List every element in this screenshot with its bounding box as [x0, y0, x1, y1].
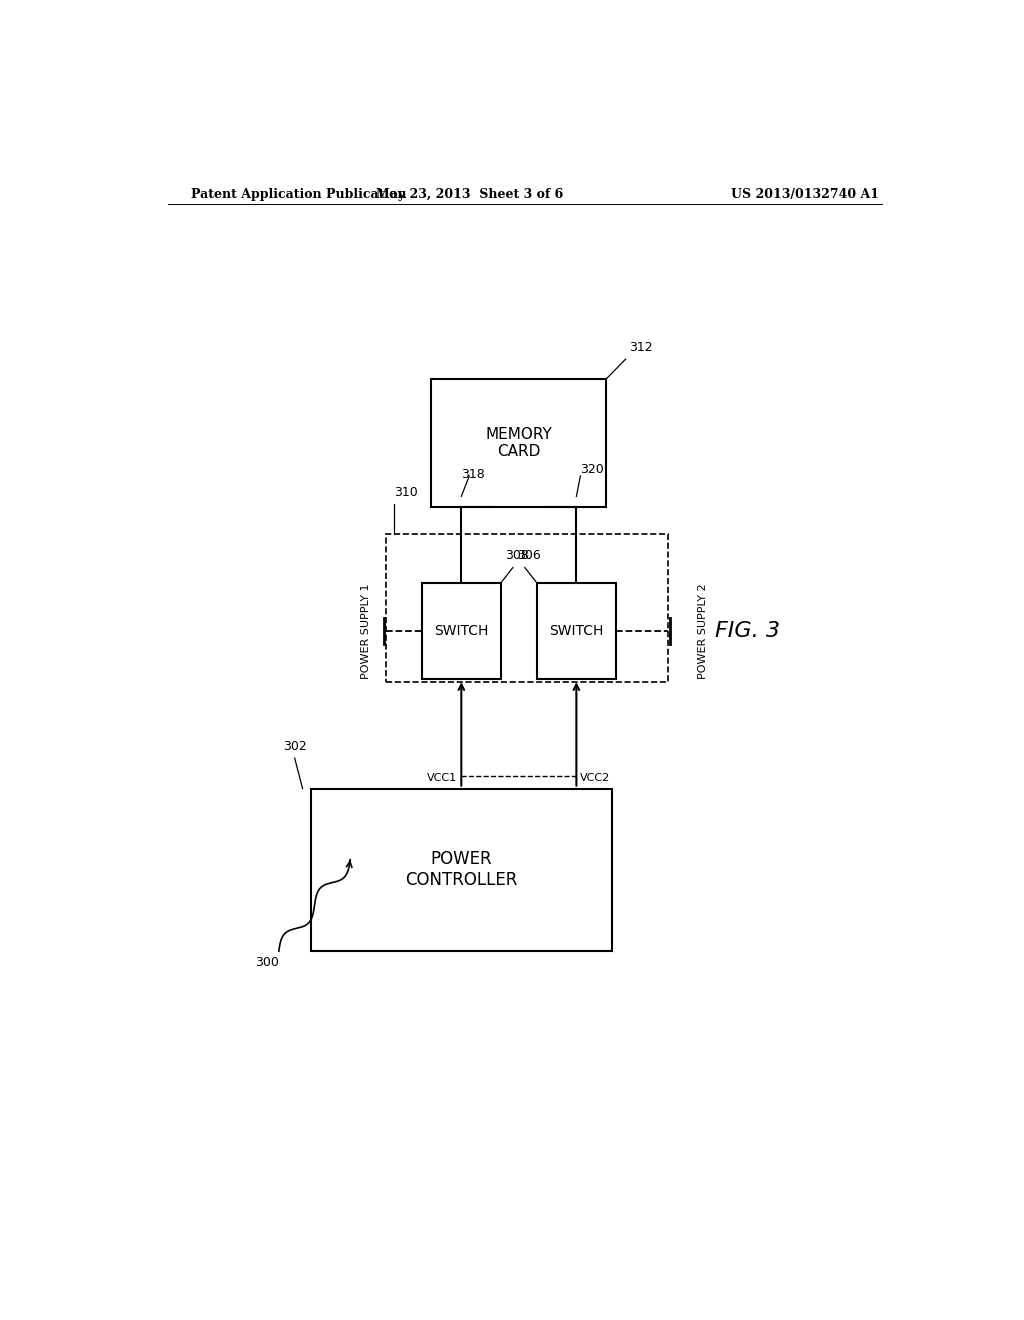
Text: VCC1: VCC1	[427, 774, 458, 784]
Text: VCC2: VCC2	[581, 774, 610, 784]
Text: SWITCH: SWITCH	[549, 624, 603, 638]
Text: POWER SUPPLY 1: POWER SUPPLY 1	[361, 583, 371, 678]
Text: FIG. 3: FIG. 3	[715, 620, 779, 642]
Bar	[310, 788, 612, 952]
Text: POWER SUPPLY 2: POWER SUPPLY 2	[698, 583, 709, 678]
Text: MEMORY
CARD: MEMORY CARD	[485, 426, 552, 459]
Text: May 23, 2013  Sheet 3 of 6: May 23, 2013 Sheet 3 of 6	[376, 189, 563, 202]
Text: SWITCH: SWITCH	[434, 624, 488, 638]
Bar	[431, 379, 606, 507]
Bar	[386, 535, 668, 682]
Text: 320: 320	[581, 463, 604, 477]
Text: 318: 318	[461, 469, 485, 480]
Text: 312: 312	[630, 341, 653, 354]
Text: 308: 308	[505, 549, 528, 562]
Bar	[422, 582, 501, 680]
Text: 302: 302	[283, 741, 306, 752]
Bar	[537, 582, 616, 680]
Text: 306: 306	[517, 549, 541, 562]
Text: Patent Application Publication: Patent Application Publication	[191, 189, 407, 202]
Text: POWER
CONTROLLER: POWER CONTROLLER	[406, 850, 517, 890]
Text: 310: 310	[394, 486, 418, 499]
Text: 300: 300	[255, 956, 279, 969]
Text: US 2013/0132740 A1: US 2013/0132740 A1	[731, 189, 880, 202]
